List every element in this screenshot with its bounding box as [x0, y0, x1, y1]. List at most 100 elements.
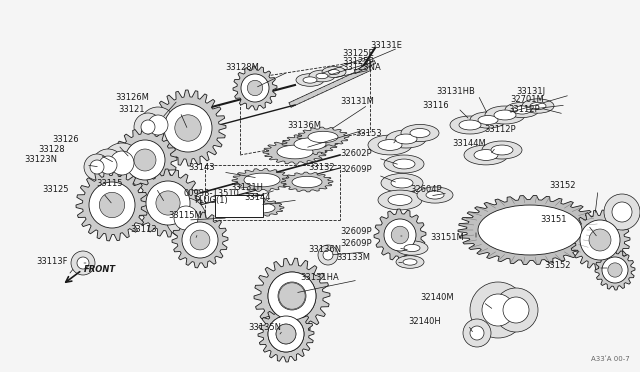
Ellipse shape: [292, 176, 322, 188]
Polygon shape: [134, 169, 202, 237]
Ellipse shape: [378, 190, 422, 210]
Ellipse shape: [470, 112, 506, 128]
Text: 33123N: 33123N: [24, 155, 57, 164]
Text: 33151M: 33151M: [430, 232, 464, 241]
Polygon shape: [263, 140, 327, 164]
Ellipse shape: [322, 67, 346, 77]
Circle shape: [279, 283, 305, 309]
Polygon shape: [282, 134, 338, 155]
Ellipse shape: [296, 74, 324, 86]
Ellipse shape: [426, 191, 444, 199]
Text: 33144: 33144: [244, 192, 271, 202]
Text: 33121: 33121: [118, 105, 145, 113]
Text: 33112P: 33112P: [508, 106, 540, 115]
Circle shape: [71, 251, 95, 275]
Ellipse shape: [404, 244, 420, 251]
Text: 33152: 33152: [544, 260, 570, 269]
Circle shape: [612, 202, 632, 222]
Text: PLUG(1): PLUG(1): [194, 196, 228, 205]
Circle shape: [276, 324, 296, 344]
Circle shape: [182, 222, 218, 258]
Text: 33131E: 33131E: [370, 42, 402, 51]
Text: 33144M: 33144M: [452, 140, 486, 148]
Circle shape: [241, 74, 269, 102]
Text: 33136M: 33136M: [287, 122, 321, 131]
Circle shape: [110, 151, 134, 175]
Ellipse shape: [403, 259, 417, 265]
Circle shape: [156, 191, 180, 215]
Polygon shape: [150, 90, 226, 166]
Ellipse shape: [478, 115, 498, 125]
Text: 33131H: 33131H: [230, 183, 263, 192]
Ellipse shape: [485, 106, 525, 124]
Polygon shape: [355, 61, 376, 73]
Polygon shape: [570, 210, 630, 270]
Ellipse shape: [396, 256, 424, 268]
Text: 33126: 33126: [52, 135, 79, 144]
Circle shape: [494, 288, 538, 332]
Ellipse shape: [316, 73, 328, 79]
Circle shape: [268, 316, 304, 352]
Ellipse shape: [464, 145, 508, 165]
Polygon shape: [297, 127, 349, 147]
Circle shape: [318, 245, 338, 265]
Ellipse shape: [494, 110, 516, 120]
Polygon shape: [113, 128, 177, 192]
Circle shape: [482, 294, 514, 326]
Polygon shape: [254, 258, 330, 334]
Circle shape: [102, 143, 142, 183]
Ellipse shape: [309, 70, 335, 82]
Circle shape: [90, 160, 104, 174]
Text: 33131HB: 33131HB: [436, 87, 475, 96]
Text: 33135N: 33135N: [248, 323, 281, 331]
Circle shape: [141, 120, 155, 134]
Text: 33116: 33116: [422, 102, 449, 110]
Text: 33123NA: 33123NA: [342, 64, 381, 73]
Ellipse shape: [277, 145, 313, 159]
Polygon shape: [76, 169, 148, 241]
Polygon shape: [281, 172, 333, 192]
Circle shape: [604, 194, 640, 230]
Circle shape: [92, 149, 124, 181]
Text: 32609P: 32609P: [340, 166, 372, 174]
Text: 00933-13510: 00933-13510: [184, 189, 240, 198]
Polygon shape: [258, 306, 314, 362]
Circle shape: [247, 80, 262, 96]
Text: 33152: 33152: [549, 182, 575, 190]
Text: 32701M: 32701M: [510, 96, 544, 105]
Circle shape: [190, 230, 210, 250]
Text: 33131HA: 33131HA: [300, 273, 339, 282]
Ellipse shape: [244, 173, 280, 187]
Circle shape: [602, 257, 628, 283]
Circle shape: [140, 107, 176, 143]
Ellipse shape: [378, 140, 402, 150]
Text: 32602P: 32602P: [340, 148, 372, 157]
Text: 32604P: 32604P: [410, 186, 442, 195]
Text: 33126M: 33126M: [115, 93, 149, 102]
Text: 33143: 33143: [188, 164, 214, 173]
Circle shape: [99, 192, 125, 218]
Circle shape: [134, 113, 162, 141]
Text: 33125P: 33125P: [342, 57, 374, 65]
FancyBboxPatch shape: [215, 195, 263, 217]
Ellipse shape: [530, 102, 546, 110]
Text: 33136N: 33136N: [308, 244, 341, 253]
Circle shape: [580, 220, 620, 260]
Ellipse shape: [384, 155, 424, 173]
Text: 32609P: 32609P: [340, 238, 372, 247]
Circle shape: [608, 263, 622, 277]
Circle shape: [166, 198, 206, 238]
Circle shape: [470, 282, 526, 338]
Text: 33131J: 33131J: [516, 87, 545, 96]
Circle shape: [463, 319, 491, 347]
Ellipse shape: [294, 138, 326, 150]
Circle shape: [77, 257, 89, 269]
Ellipse shape: [505, 102, 539, 118]
Text: 33128M: 33128M: [225, 64, 259, 73]
Circle shape: [276, 324, 296, 344]
Ellipse shape: [417, 187, 453, 203]
Text: FRONT: FRONT: [84, 266, 116, 275]
Polygon shape: [240, 200, 284, 216]
Text: A33ʹA 00-7: A33ʹA 00-7: [591, 356, 630, 362]
Ellipse shape: [513, 106, 531, 114]
